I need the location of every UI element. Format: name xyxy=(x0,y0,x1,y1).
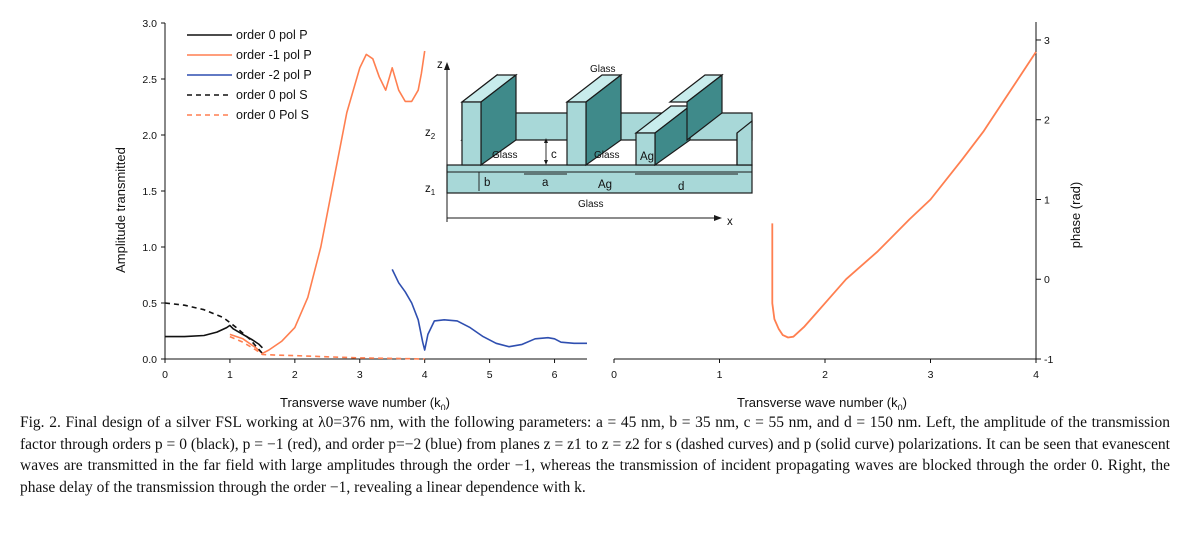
inset-ag-block: Ag xyxy=(640,151,654,163)
ag-layer xyxy=(446,164,753,194)
left-series xyxy=(164,50,587,360)
left-y-axis-label: Amplitude transmitted xyxy=(113,147,128,273)
left-x-axis-label: Transverse wave number (k0) xyxy=(280,395,450,410)
ridge-2 xyxy=(565,73,623,167)
left-y-tick-label: 2.5 xyxy=(142,74,157,86)
series-order-0-pol-s xyxy=(164,302,263,354)
dim-a-label: a xyxy=(542,177,549,189)
left-y-tick-label: 0.0 xyxy=(142,354,157,366)
inset-z-arrow xyxy=(444,62,450,70)
right-x-tick-label: 3 xyxy=(928,369,934,381)
ridge-3 xyxy=(634,73,724,167)
legend-label: order -1 pol P xyxy=(236,48,312,62)
left-x-tick-label: 6 xyxy=(552,369,558,381)
left-y-tick-label: 3.0 xyxy=(142,18,157,30)
inset-glass-bottom: Glass xyxy=(578,199,604,210)
figure-caption: Fig. 2. Final design of a silver FSL wor… xyxy=(20,414,1170,496)
legend-label: order 0 pol P xyxy=(236,28,308,42)
left-y-tick-label: 0.5 xyxy=(142,298,157,310)
dim-c-arrowhead-bottom xyxy=(544,160,548,165)
left-amplitude-plot: 0 1 2 3 4 5 6 0.0 0.5 1.0 1.5 2.0 2.5 3.0 Transverse … xyxy=(113,18,587,410)
right-x-tick-label: 2 xyxy=(822,369,828,381)
inset-x-arrow xyxy=(714,215,722,221)
ridge-1 xyxy=(460,73,518,167)
right-ticks: 0 1 2 3 4 -1 0 1 2 3 xyxy=(611,35,1053,381)
inset-z-label: z xyxy=(437,59,443,71)
inset-z1-label: z1 xyxy=(425,183,436,197)
left-y-tick-label: 1.0 xyxy=(142,242,157,254)
right-x-tick-label: 1 xyxy=(717,369,723,381)
inset-glass-mid-gap: Glass xyxy=(594,150,620,161)
series-order-0-pol-p xyxy=(165,324,263,349)
right-x-tick-label: 0 xyxy=(611,369,617,381)
dim-c-label: c xyxy=(551,149,557,161)
right-x-axis-label: Transverse wave number (k0) xyxy=(737,395,907,410)
right-y-tick-label: -1 xyxy=(1044,354,1053,366)
legend: order 0 pol P order -1 pol P order -2 pol … xyxy=(187,28,312,122)
dim-d-label: d xyxy=(678,181,684,193)
right-series xyxy=(771,51,1037,339)
left-x-tick-label: 0 xyxy=(162,369,168,381)
inset-z2-label: z2 xyxy=(425,127,436,141)
inset-x-label: x xyxy=(727,216,733,228)
left-y-tick-label: 1.5 xyxy=(142,186,157,198)
right-x-tick-label: 4 xyxy=(1033,369,1039,381)
left-y-tick-label: 2.0 xyxy=(142,130,157,142)
inset-ag-layer: Ag xyxy=(598,179,612,191)
left-x-tick-label: 1 xyxy=(227,369,233,381)
right-y-tick-label: 2 xyxy=(1044,115,1050,127)
inset-glass-left-gap: Glass xyxy=(492,150,518,161)
right-y-tick-label: 0 xyxy=(1044,274,1050,286)
inset-glass-top: Glass xyxy=(590,64,616,75)
right-y-tick-label: 3 xyxy=(1044,35,1050,47)
left-x-tick-label: 2 xyxy=(292,369,298,381)
left-ticks: 0 1 2 3 4 5 6 0.0 0.5 1.0 1.5 2.0 2.5 3.0 xyxy=(142,18,557,381)
legend-label: order 0 Pol S xyxy=(236,108,309,122)
series-order-0-pol-s xyxy=(229,335,425,360)
ridge-4 xyxy=(736,119,753,166)
legend-label: order 0 pol S xyxy=(236,88,308,102)
grating-structure-inset: z x z2 z1 Glass Glass Glass Glass Ag Ag … xyxy=(425,52,753,240)
left-x-tick-label: 3 xyxy=(357,369,363,381)
dim-c-arrowhead-top xyxy=(544,138,548,143)
series-phase-order-minus-1 xyxy=(771,51,1037,339)
dim-b-label: b xyxy=(484,177,490,189)
series-order-1-pol-p xyxy=(229,50,426,355)
left-x-tick-label: 5 xyxy=(487,369,493,381)
figure-2: 0 1 2 3 4 5 6 0.0 0.5 1.0 1.5 2.0 2.5 3.0 Transverse … xyxy=(113,18,1083,410)
right-y-axis-label: phase (rad) xyxy=(1068,182,1083,248)
legend-label: order -2 pol P xyxy=(236,68,312,82)
series-order-2-pol-p xyxy=(391,269,587,351)
left-x-tick-label: 4 xyxy=(422,369,428,381)
right-y-tick-label: 1 xyxy=(1044,194,1050,206)
